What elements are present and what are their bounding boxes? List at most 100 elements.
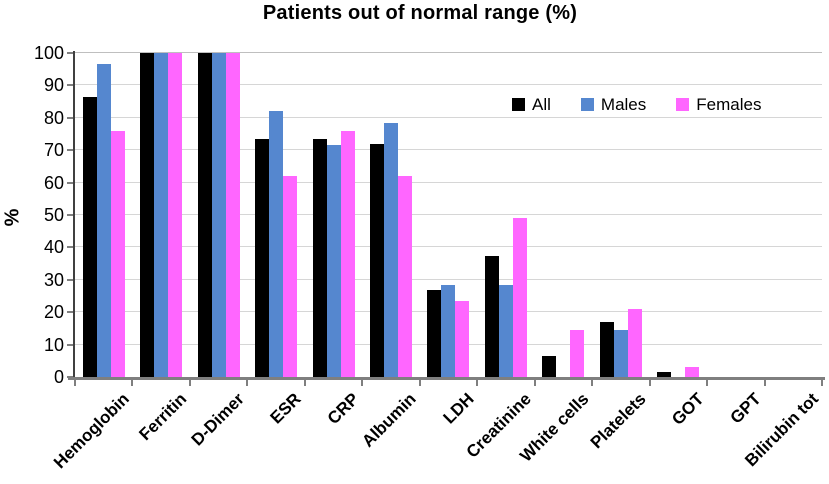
y-tick-10 (67, 343, 75, 346)
x-axis-line (68, 377, 825, 380)
y-tick-40 (67, 246, 75, 249)
bar-esr-females (283, 176, 298, 377)
x-label-albumin: Albumin (358, 389, 420, 451)
x-label-ferritin: Ferritin (135, 389, 190, 445)
bar-group-crp (305, 53, 362, 377)
bar-group-albumin (362, 53, 419, 377)
bar-crp-females (340, 130, 355, 377)
x-tick-10 (648, 380, 651, 386)
y-tick-label-60: 60 (43, 172, 64, 193)
x-tick-1 (131, 380, 134, 386)
bar-albumin-males (384, 122, 399, 377)
x-tick-2 (188, 380, 191, 386)
legend-swatch-all (512, 98, 525, 111)
bar-platelets-males (613, 330, 628, 377)
bar-white-cells-all (542, 355, 557, 377)
x-tick-12 (763, 380, 766, 386)
bar-platelets-females (627, 308, 642, 377)
x-tick-3 (246, 380, 249, 386)
bar-crp-males (326, 145, 341, 377)
bar-ferritin-females (168, 53, 183, 377)
bar-albumin-all (370, 143, 385, 377)
bar-white-cells-females (570, 330, 585, 377)
gridline-90 (75, 84, 822, 86)
y-tick-label-90: 90 (43, 75, 64, 96)
x-label-got: GOT (667, 389, 708, 429)
bar-creatinine-males (498, 284, 513, 377)
gridline-100 (75, 52, 822, 53)
y-tick-label-70: 70 (43, 140, 64, 161)
bar-ldh-all (427, 289, 442, 377)
gridline-70 (75, 149, 822, 151)
bar-d-dimer-females (225, 53, 240, 377)
bar-group-ldh (420, 53, 477, 377)
legend-label-all: All (532, 95, 551, 114)
legend-item-all: All (512, 96, 551, 113)
bar-group-white-cells (535, 53, 592, 377)
y-tick-label-50: 50 (43, 205, 64, 225)
bar-creatinine-females (512, 218, 527, 377)
x-tick-7 (476, 380, 479, 386)
x-label-ldh: LDH (439, 389, 478, 428)
chart-title: Patients out of normal range (%) (262, 2, 578, 24)
y-tick-50 (67, 214, 75, 216)
bar-group-bilirubin-tot (765, 53, 822, 377)
bar-ferritin-all (140, 53, 155, 377)
y-tick-30 (67, 278, 75, 281)
y-tick-label-40: 40 (43, 237, 64, 258)
y-tick-60 (67, 181, 75, 184)
bar-group-esr (247, 53, 304, 377)
legend-label-males: Males (600, 95, 647, 114)
gridline-40 (75, 246, 822, 248)
x-tick-13 (821, 380, 823, 386)
bar-albumin-females (398, 176, 413, 377)
y-tick-label-80: 80 (43, 107, 64, 128)
legend-item-males: Males (580, 95, 647, 114)
y-tick-label-0: 0 (53, 367, 64, 387)
x-tick-5 (361, 380, 364, 386)
bar-hemoglobin-all (82, 96, 97, 377)
gridline-60 (75, 181, 822, 183)
x-tick-0 (74, 380, 76, 386)
x-label-d-dimer: D-Dimer (187, 389, 248, 450)
legend-swatch-males (580, 98, 594, 111)
plot-area (67, 52, 823, 386)
bar-hemoglobin-males (96, 64, 111, 377)
bar-ldh-females (455, 300, 470, 377)
bar-ferritin-males (154, 53, 169, 377)
x-label-crp: CRP (323, 389, 363, 429)
legend-label-females: Females (696, 95, 762, 114)
legend-item-females: Females (676, 96, 761, 113)
y-tick-70 (67, 149, 75, 152)
y-tick-90 (67, 84, 75, 87)
y-tick-label-20: 20 (43, 302, 64, 323)
bar-esr-males (269, 111, 284, 377)
bar-d-dimer-males (211, 53, 226, 377)
gridline-80 (75, 116, 822, 118)
bar-platelets-all (599, 321, 614, 377)
x-label-platelets: Platelets (586, 389, 650, 453)
y-tick-20 (67, 311, 75, 314)
y-tick-80 (67, 116, 75, 119)
bar-group-d-dimer (190, 53, 247, 377)
bar-hemoglobin-females (110, 130, 125, 377)
bar-group-ferritin (132, 53, 189, 377)
bar-crp-all (312, 138, 327, 377)
gridline-50 (75, 214, 822, 215)
x-label-gpt: GPT (726, 389, 765, 428)
y-tick-label-30: 30 (43, 269, 64, 290)
bar-got-females (685, 367, 700, 377)
x-label-hemoglobin: Hemoglobin (49, 389, 133, 473)
y-tick-label-100: 100 (33, 43, 64, 63)
bar-group-platelets (592, 53, 649, 377)
x-tick-11 (706, 380, 709, 386)
x-tick-4 (303, 380, 306, 386)
bar-got-all (657, 372, 672, 377)
bar-d-dimer-all (197, 53, 212, 377)
legend: All Males Females (512, 96, 761, 113)
bar-group-creatinine (477, 53, 534, 377)
bar-group-hemoglobin (75, 53, 132, 377)
y-tick-label-10: 10 (43, 334, 64, 355)
x-axis-labels: Hemoglobin Ferritin D-Dimer ESR CRP Albumin LD… (50, 380, 822, 484)
